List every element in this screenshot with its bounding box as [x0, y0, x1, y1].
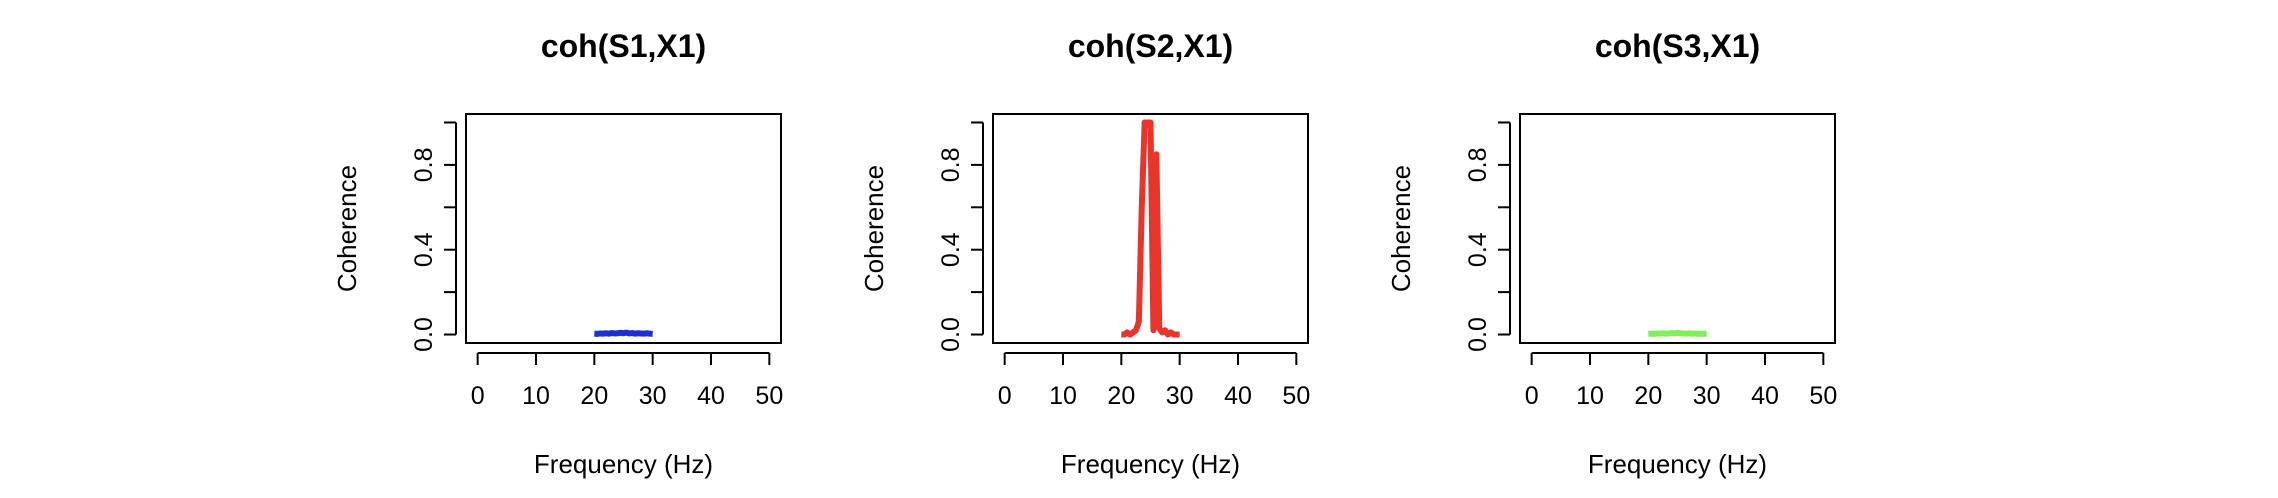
- x-tick-label: 40: [1224, 382, 1252, 410]
- y-tick-label: 0.0: [1464, 317, 1492, 352]
- data-line: [1648, 329, 1707, 337]
- y-tick-label: 0.8: [937, 148, 965, 183]
- y-tick-label: 0.4: [1464, 232, 1492, 267]
- x-tick-label: 50: [1809, 382, 1837, 410]
- y-axis-label: Coherence: [332, 165, 362, 292]
- x-tick-label: 50: [1282, 382, 1310, 410]
- x-axis-label: Frequency (Hz): [1588, 449, 1767, 479]
- plot-frame: [465, 113, 782, 344]
- y-tick-label: 0.8: [410, 148, 438, 183]
- y-tick-label: 0.8: [1464, 148, 1492, 183]
- x-tick-label: 50: [755, 382, 783, 410]
- y-axis-label: Coherence: [1386, 165, 1416, 292]
- y-tick-label: 0.4: [410, 232, 438, 267]
- plot-frame: [992, 113, 1309, 344]
- x-tick-label: 20: [1107, 382, 1135, 410]
- x-tick-label: 30: [639, 382, 667, 410]
- x-tick-label: 30: [1166, 382, 1194, 410]
- x-tick-label: 0: [1525, 382, 1539, 410]
- chart-title: coh(S1,X1): [541, 28, 706, 64]
- x-tick-label: 30: [1693, 382, 1721, 410]
- x-tick-label: 40: [1751, 382, 1779, 410]
- data-line: [594, 329, 653, 337]
- x-tick-label: 10: [1576, 382, 1604, 410]
- y-tick-label: 0.4: [937, 232, 965, 267]
- chart-title: coh(S2,X1): [1068, 28, 1233, 64]
- y-axis-label: Coherence: [859, 165, 889, 292]
- x-tick-label: 20: [1634, 382, 1662, 410]
- y-tick-label: 0.0: [937, 317, 965, 352]
- x-tick-label: 20: [580, 382, 608, 410]
- x-tick-label: 10: [522, 382, 550, 410]
- x-tick-label: 0: [998, 382, 1012, 410]
- x-tick-label: 10: [1049, 382, 1077, 410]
- y-tick-label: 0.0: [410, 317, 438, 352]
- plot-frame: [1519, 113, 1836, 344]
- x-axis-label: Frequency (Hz): [534, 449, 713, 479]
- data-line: [1121, 119, 1180, 338]
- chart-title: coh(S3,X1): [1595, 28, 1760, 64]
- x-tick-label: 0: [471, 382, 485, 410]
- x-axis-label: Frequency (Hz): [1061, 449, 1240, 479]
- x-tick-label: 40: [697, 382, 725, 410]
